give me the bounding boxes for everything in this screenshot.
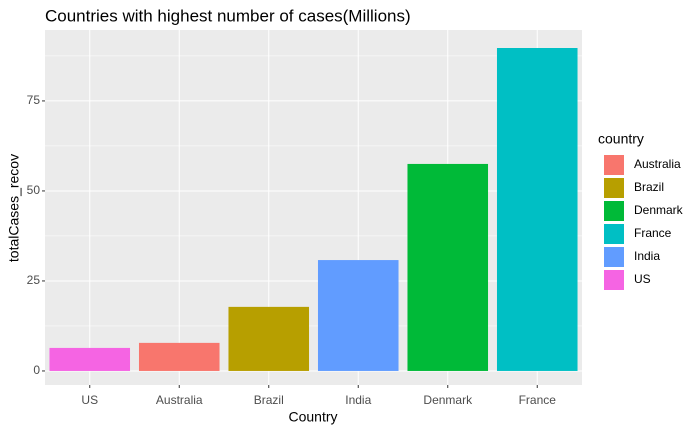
legend-label: Denmark bbox=[634, 203, 684, 217]
x-tick-label: Brazil bbox=[254, 393, 284, 407]
legend-key bbox=[604, 247, 624, 267]
bar bbox=[407, 163, 489, 371]
legend-key bbox=[604, 201, 624, 221]
legend-label: Brazil bbox=[634, 180, 664, 194]
x-tick-label: US bbox=[81, 393, 98, 407]
bar bbox=[138, 342, 220, 371]
legend-label: France bbox=[634, 226, 672, 240]
x-tick-label: France bbox=[519, 393, 557, 407]
bar bbox=[49, 347, 131, 371]
legend-key bbox=[604, 155, 624, 175]
x-tick-label: Australia bbox=[156, 393, 203, 407]
chart-title: Countries with highest number of cases(M… bbox=[45, 6, 411, 25]
y-tick-label: 75 bbox=[27, 93, 41, 107]
y-tick-label: 0 bbox=[33, 363, 40, 377]
y-tick-label: 25 bbox=[27, 273, 41, 287]
y-tick-label: 50 bbox=[27, 183, 41, 197]
legend-label: Australia bbox=[634, 157, 681, 171]
y-axis-label: totalCases_recov bbox=[6, 154, 22, 262]
legend-label: US bbox=[634, 272, 651, 286]
bar bbox=[317, 260, 399, 371]
x-tick-label: India bbox=[345, 393, 371, 407]
bar bbox=[228, 306, 310, 371]
legend-label: India bbox=[634, 249, 660, 263]
bar bbox=[496, 48, 578, 371]
legend-key bbox=[604, 224, 624, 244]
legend-key bbox=[604, 178, 624, 198]
legend-key bbox=[604, 270, 624, 290]
x-tick-label: Denmark bbox=[423, 393, 473, 407]
x-axis-label: Country bbox=[288, 409, 337, 425]
legend-title: country bbox=[598, 131, 644, 147]
